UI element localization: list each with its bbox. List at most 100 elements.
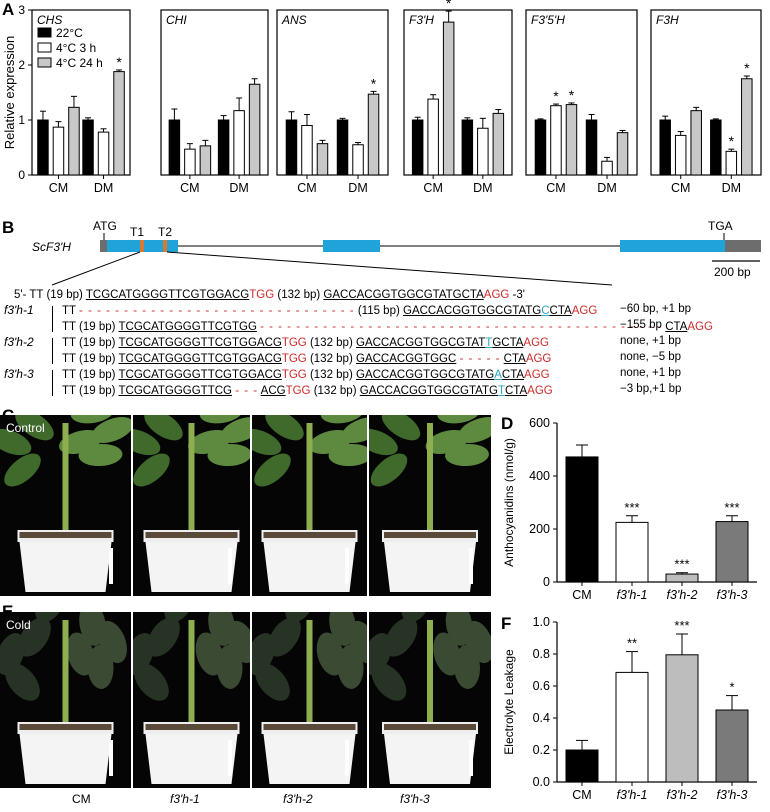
bar	[199, 145, 212, 176]
leaf	[370, 453, 408, 487]
plant-illustration	[369, 612, 491, 784]
gene-plot-frame	[650, 9, 762, 176]
leaf	[133, 453, 170, 487]
note-f3h-3-allele-2: −3 bp,+1 bp	[620, 383, 682, 395]
bar	[97, 131, 110, 176]
bar	[68, 106, 80, 176]
soil	[263, 532, 356, 538]
pot-body	[145, 734, 238, 784]
bar	[674, 134, 687, 176]
plant-illustration	[0, 612, 127, 784]
scale-bar	[469, 548, 473, 584]
soil	[384, 724, 476, 730]
y-tick-label: 0.2	[533, 743, 550, 757]
exon-3	[620, 240, 725, 252]
pot-body	[145, 542, 238, 592]
x-tick-label: DM	[473, 181, 492, 195]
x-tick-label: CM	[671, 181, 690, 195]
scale-bar	[345, 740, 349, 776]
stem-stake	[427, 620, 433, 722]
note-f3h-2-allele-1: none, +1 bp	[620, 335, 682, 347]
significance-mark: ***	[624, 500, 639, 515]
gene-plot-frame	[276, 9, 389, 176]
leaf	[98, 620, 127, 664]
y-axis-label: Electrolyte Leakage	[502, 649, 516, 755]
significance-mark: *	[744, 60, 750, 76]
x-tick-label: DM	[722, 181, 741, 195]
photo-label-cm: CM	[72, 792, 91, 806]
y-axis-label: Relative expression	[2, 36, 17, 149]
leaf	[265, 415, 304, 441]
plant-illustration	[0, 415, 131, 592]
bar	[52, 126, 65, 176]
leaf	[133, 428, 161, 456]
photo-label-f3h-1: f3'h-1	[170, 792, 200, 806]
soil	[19, 532, 112, 538]
bar	[615, 671, 649, 783]
scale-bar	[109, 740, 113, 776]
significance-mark: **	[627, 636, 637, 651]
bar	[565, 104, 578, 176]
leaf	[285, 612, 316, 623]
group-label-f3h-2: f3'h-2	[4, 335, 34, 349]
bar	[565, 456, 599, 583]
bar	[615, 521, 649, 583]
legend-swatch	[37, 42, 52, 53]
bar	[217, 119, 230, 176]
scale-bar	[109, 548, 113, 584]
plant-photo	[252, 612, 367, 788]
leaf	[458, 417, 491, 443]
scale-bar	[228, 740, 232, 776]
bar	[725, 150, 738, 176]
seq-f3h-2-allele-2: TT (19 bp) TCGCATGGGGTTCGTGGACGTGG (132 …	[62, 353, 552, 365]
x-tick-label: f3'h-3	[717, 788, 748, 802]
leaf	[464, 620, 491, 664]
gene-label: ScF3'H	[32, 240, 71, 254]
bar	[565, 749, 599, 783]
condition-label: Control	[6, 421, 45, 435]
plant-illustration	[369, 415, 491, 592]
leaf	[254, 453, 291, 487]
leaf	[348, 620, 367, 664]
panel-e-letter: E	[2, 602, 13, 622]
y-tick-label: 0	[543, 575, 550, 589]
scale-bar	[228, 548, 232, 584]
bar	[301, 125, 313, 176]
pot-body	[19, 734, 112, 784]
t1-label: T1	[130, 225, 144, 239]
group-label-f3h-3: f3'h-3	[4, 367, 34, 381]
pot-body	[19, 542, 112, 592]
bar	[233, 110, 245, 176]
stem-stake	[62, 620, 69, 722]
pot-body	[263, 734, 356, 784]
significance-mark: *	[116, 54, 122, 70]
bar	[352, 144, 364, 176]
leaf	[144, 415, 183, 441]
bar	[168, 119, 181, 176]
gene-title: CHS	[37, 13, 62, 27]
leaf	[316, 632, 345, 676]
bar	[665, 654, 699, 783]
leaf	[320, 415, 365, 424]
x-tick-label: DM	[229, 181, 248, 195]
y-tick-label: 3	[18, 3, 25, 17]
x-tick-label: f3'h-1	[617, 788, 648, 802]
y-tick-label: 0.8	[533, 647, 550, 661]
sequence-alignment: 5'- TT (19 bp) TCGCATGGGGTTCGTGGACGTGG (…	[0, 287, 770, 407]
bar	[113, 71, 125, 176]
leaf	[252, 633, 276, 675]
bar	[461, 119, 474, 176]
significance-mark: *	[569, 87, 575, 103]
gene-title: F3'H	[409, 13, 434, 27]
significance-mark: *	[553, 88, 559, 104]
gene-plot-frame	[160, 9, 269, 176]
target-site-t1	[140, 240, 144, 252]
stem-stake	[188, 423, 195, 530]
plant-illustration	[252, 415, 367, 592]
t2-label: T2	[158, 225, 172, 239]
utr-5prime	[100, 240, 107, 252]
leaf	[220, 417, 250, 443]
scale-label: 200 bp	[714, 265, 751, 279]
stem-stake	[188, 620, 195, 722]
gene-plot-frame	[31, 9, 131, 176]
